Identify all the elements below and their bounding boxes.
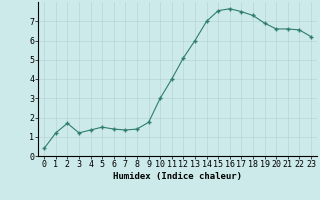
X-axis label: Humidex (Indice chaleur): Humidex (Indice chaleur) <box>113 172 242 181</box>
